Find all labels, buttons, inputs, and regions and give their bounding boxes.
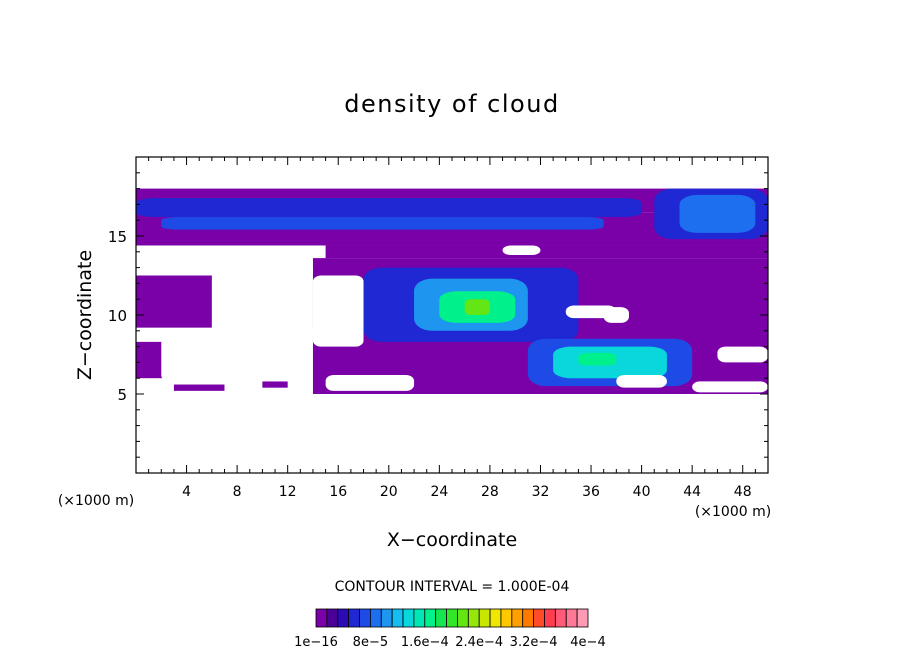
legend-swatch-13 [457, 608, 469, 628]
y-axis-label: Z−coordinate [74, 250, 96, 380]
heatmap-cell-10 [161, 217, 604, 230]
y-tick-label: 5 [117, 386, 127, 404]
y-tick-labels: 5 10 15 [108, 228, 127, 404]
legend-swatch-20 [533, 608, 545, 628]
legend-colorbar [315, 608, 589, 628]
legend-swatch-11 [435, 608, 447, 628]
cloud-free-gap-8 [325, 375, 415, 391]
legend-swatch-21 [544, 608, 556, 628]
heatmap-cells [136, 188, 768, 394]
cloud-free-gap-3 [502, 245, 541, 255]
heatmap-cell-9 [136, 198, 642, 218]
legend-swatch-7 [391, 608, 404, 628]
legend-swatch-8 [402, 608, 415, 628]
cloud-free-gap-2 [312, 275, 364, 347]
heatmap-cell-12 [679, 194, 756, 233]
x-tick-label: 40 [633, 484, 651, 500]
cloud-free-gap-1 [211, 264, 313, 342]
x-tick-label: 12 [279, 484, 297, 500]
heatmap-cell-2 [136, 236, 768, 246]
legend-swatch-2 [337, 608, 350, 628]
legend-swatch-3 [348, 608, 360, 628]
x-tick-label: 16 [329, 484, 347, 500]
legend-swatch-17 [500, 608, 513, 628]
x-unit-right: (×1000 m) [695, 504, 771, 520]
chart-title: density of cloud [344, 90, 559, 118]
cloud-free-gap-0 [161, 330, 301, 382]
x-axis-label: X−coordinate [387, 529, 517, 551]
heatmap-cell-16 [464, 299, 490, 315]
heatmap-cell-3 [325, 245, 768, 259]
x-tick-label: 8 [233, 484, 242, 500]
legend-swatch-14 [467, 608, 480, 628]
y-tick-label: 15 [108, 228, 127, 246]
legend-swatch-23 [565, 608, 578, 628]
axis-ticks [136, 157, 768, 473]
legend-swatch-12 [446, 608, 458, 628]
x-tick-label: 20 [380, 484, 398, 500]
legend-label-3: 2.4e−4 [455, 635, 503, 650]
legend-swatch-1 [326, 608, 339, 628]
legend-swatch-9 [413, 608, 426, 628]
legend-swatch-5 [369, 608, 382, 628]
x-unit-left: (×1000 m) [58, 493, 134, 509]
heatmap-cell-19 [578, 352, 617, 366]
legend-label-5: 4e−4 [570, 635, 605, 650]
x-tick-label: 4 [182, 484, 191, 500]
cloud-free-gap-7 [616, 375, 667, 388]
cloud-free-gap-5 [603, 307, 629, 323]
x-tick-labels: 4 8 12 16 20 24 28 32 36 40 44 48 [182, 484, 752, 500]
legend-swatch-16 [489, 608, 502, 628]
legend-label-2: 1.6e−4 [401, 635, 449, 650]
legend-labels: 1e−16 8e−5 1.6e−4 2.4e−4 3.2e−4 4e−4 [294, 635, 606, 650]
x-tick-label: 44 [683, 484, 701, 500]
legend-label-1: 8e−5 [353, 635, 388, 650]
x-tick-label: 32 [532, 484, 550, 500]
x-tick-label: 24 [430, 484, 448, 500]
legend-swatch-19 [522, 608, 534, 628]
legend-swatch-22 [554, 608, 567, 628]
x-tick-label: 48 [734, 484, 752, 500]
legend-title: CONTOUR INTERVAL = 1.000E-04 [335, 579, 570, 595]
heatmap-cell-7 [173, 384, 225, 391]
cloud-free-regions [161, 245, 768, 393]
x-tick-label: 36 [582, 484, 600, 500]
legend-swatch-24 [576, 608, 589, 628]
x-tick-label: 28 [481, 484, 499, 500]
y-tick-label: 10 [108, 307, 127, 325]
legend-label-4: 3.2e−4 [510, 635, 558, 650]
legend-swatch-18 [511, 608, 524, 628]
legend-swatch-10 [424, 608, 437, 628]
legend-swatch-15 [478, 608, 491, 628]
cloud-free-gap-6 [717, 346, 768, 363]
heatmap-cell-8 [262, 381, 288, 388]
legend-swatch-6 [380, 608, 393, 628]
cloud-free-gap-9 [692, 381, 768, 393]
legend-swatch-4 [359, 608, 371, 628]
legend-label-0: 1e−16 [294, 635, 338, 650]
legend-swatch-0 [315, 608, 328, 628]
